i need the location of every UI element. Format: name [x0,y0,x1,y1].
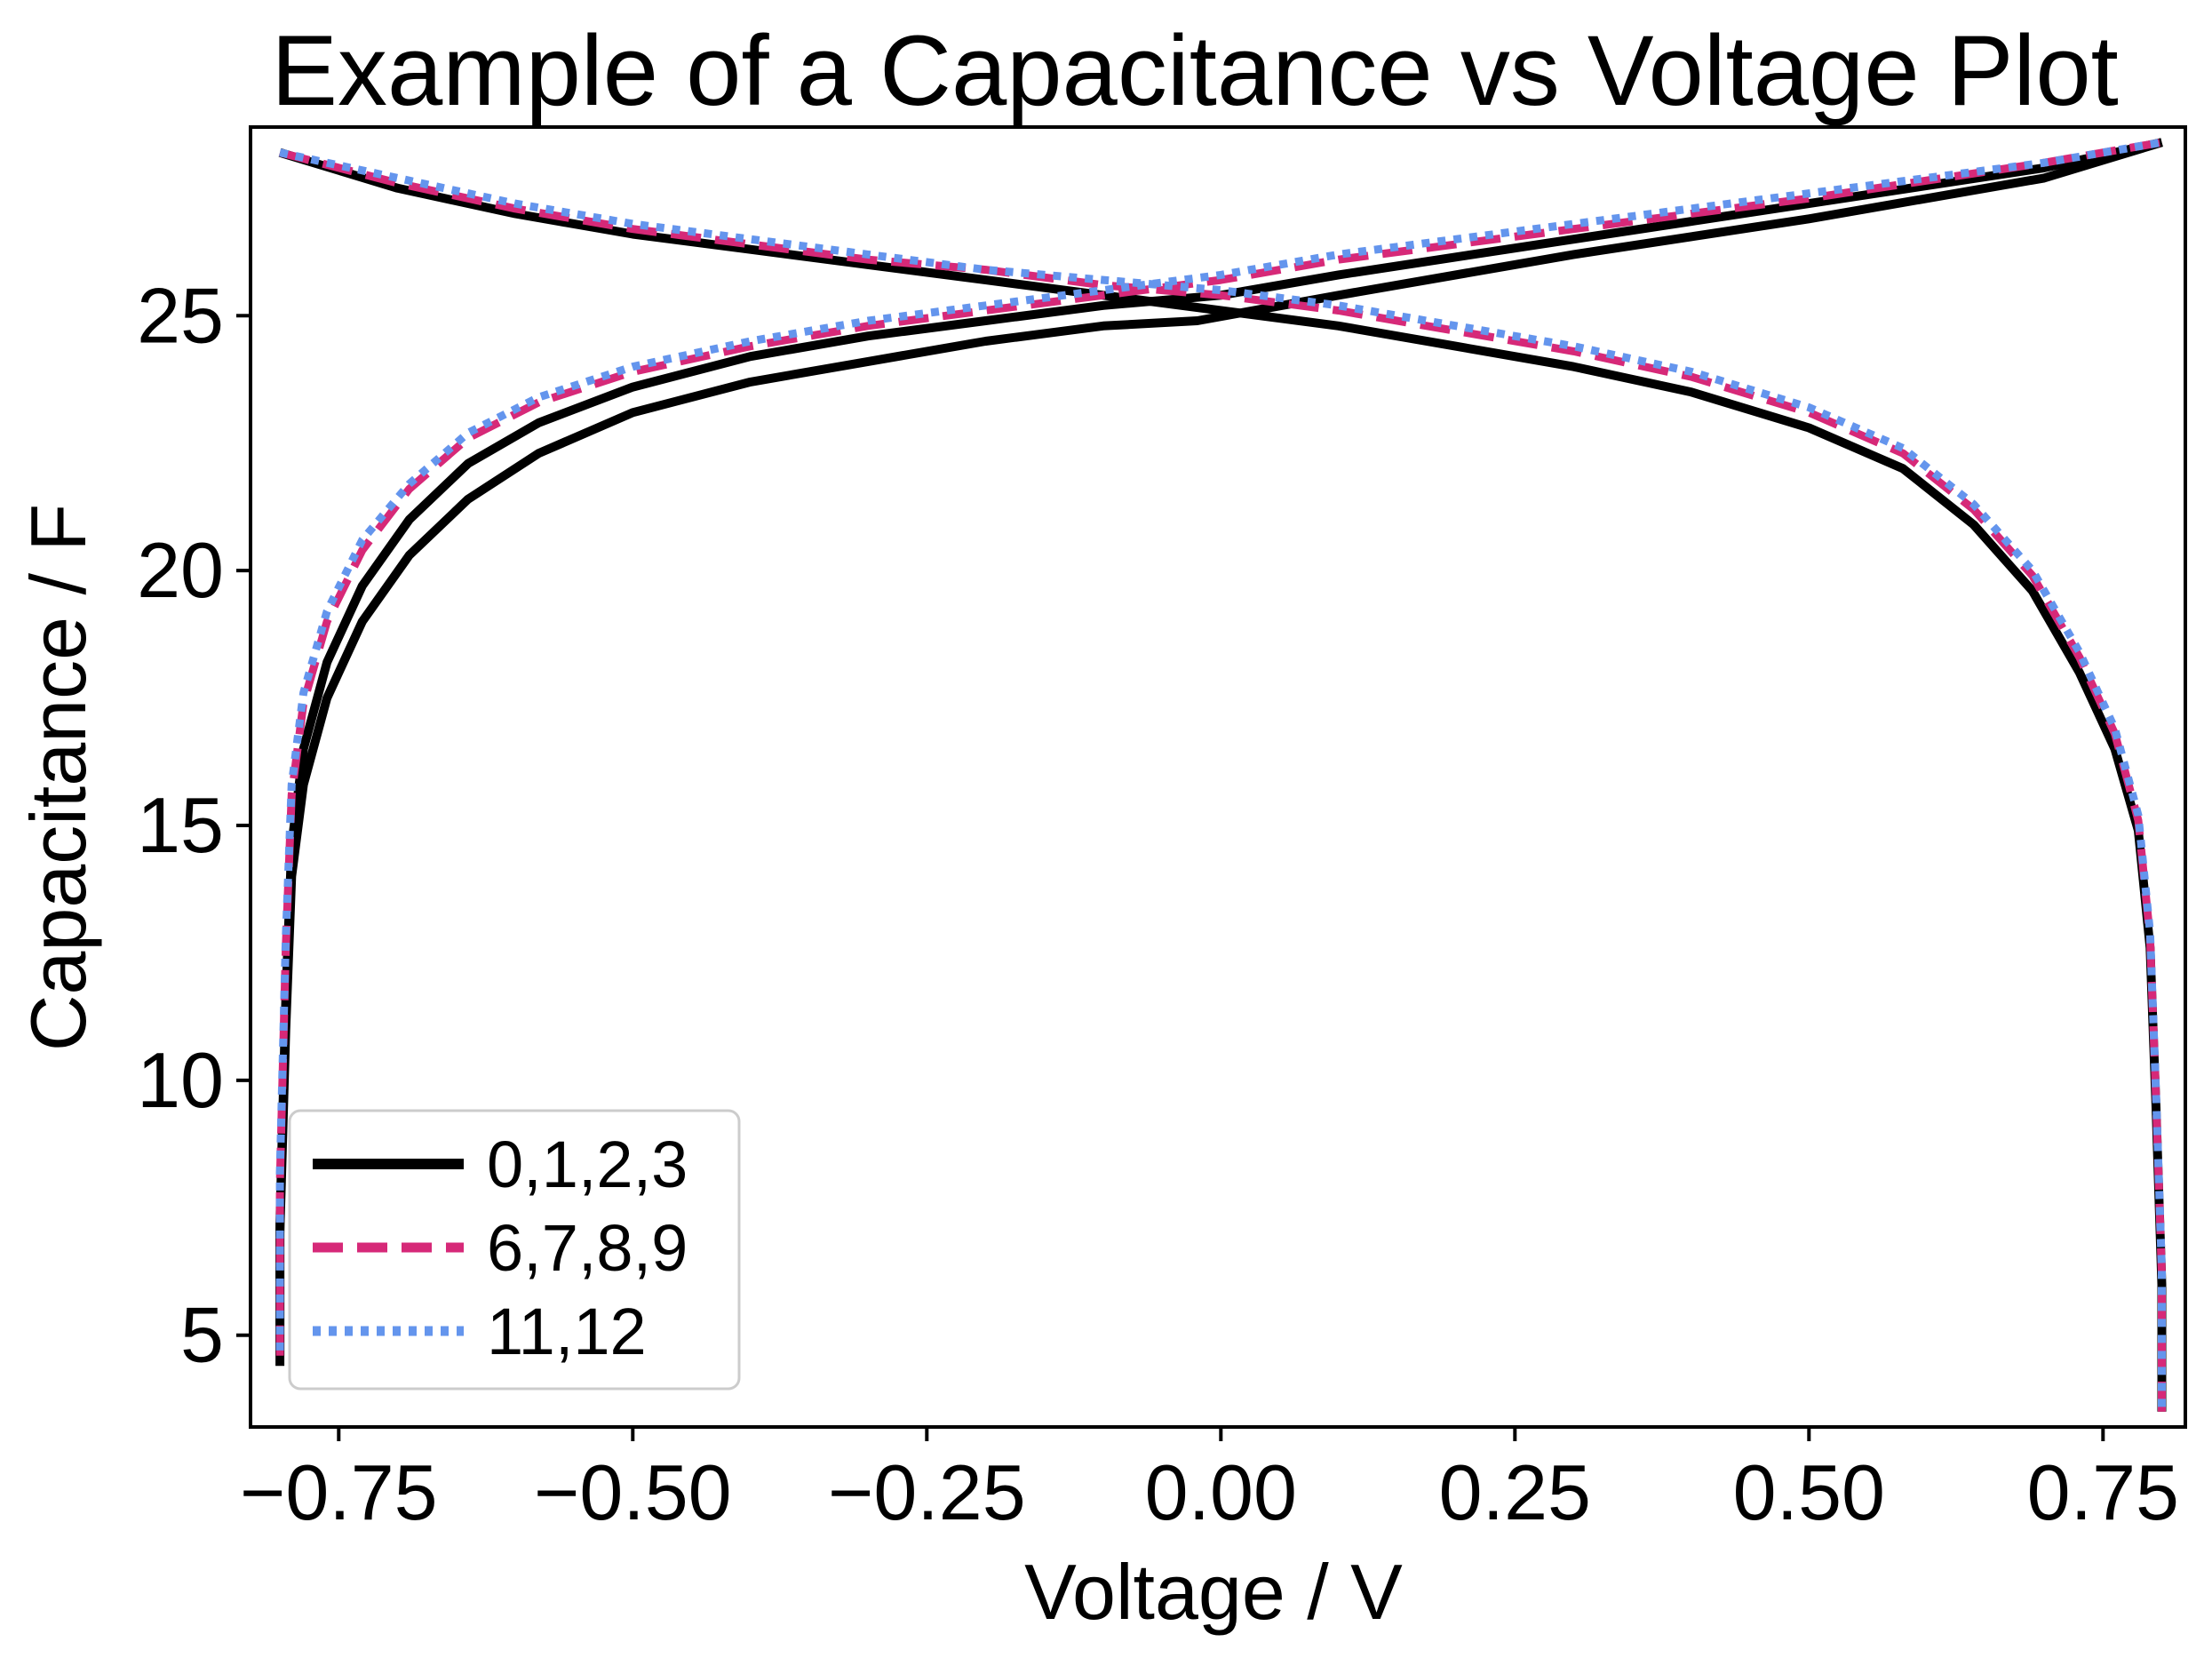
legend: 0,1,2,3 6,7,8,9 11,12 [288,1109,741,1391]
plot-frame [249,125,2187,1429]
y-tick-label: 20 [137,526,224,614]
y-tick-label: 10 [137,1036,224,1124]
x-tick-label: 0.00 [1145,1448,1297,1536]
x-tick-label: 0.50 [1733,1448,1885,1536]
series-2-curve-0 [275,138,2163,1351]
legend-label-2: 11,12 [487,1295,647,1368]
legend-box [288,1109,741,1391]
series-0-curve-1 [275,138,2163,1367]
y-tick-label: 15 [137,781,224,869]
x-ticks: −0.75 −0.50 −0.25 0.00 0.25 0.50 0.75 [240,1427,2179,1536]
series-1 [275,138,2166,1412]
y-tick-label: 5 [180,1291,224,1379]
x-tick-label: −0.75 [240,1448,438,1536]
x-tick-label: 0.25 [1439,1448,1591,1536]
legend-label-1: 6,7,8,9 [487,1211,688,1285]
x-axis-label: Voltage / V [1024,1548,1403,1636]
chart-title: Example of a Capacitance vs Voltage Plot [271,15,2118,126]
series-2 [275,138,2166,1412]
series-layer [275,138,2167,1412]
y-axis-label: Capacitance / F [14,504,102,1051]
y-ticks: 5 10 15 20 25 [137,271,251,1379]
x-tick-label: −0.25 [828,1448,1026,1536]
series-1-curve-1 [278,148,2166,1412]
legend-label-0: 0,1,2,3 [487,1128,688,1201]
y-tick-label: 25 [137,271,224,359]
series-1-curve-0 [275,138,2163,1356]
x-tick-label: 0.75 [2027,1448,2179,1536]
x-tick-label: −0.50 [534,1448,732,1536]
